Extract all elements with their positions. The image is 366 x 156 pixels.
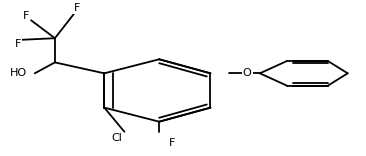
Text: F: F: [74, 3, 80, 13]
Text: HO: HO: [10, 68, 27, 78]
Text: F: F: [22, 11, 29, 21]
Text: O: O: [243, 68, 251, 78]
Text: Cl: Cl: [112, 133, 123, 143]
Text: F: F: [14, 39, 21, 49]
Text: F: F: [169, 138, 175, 148]
